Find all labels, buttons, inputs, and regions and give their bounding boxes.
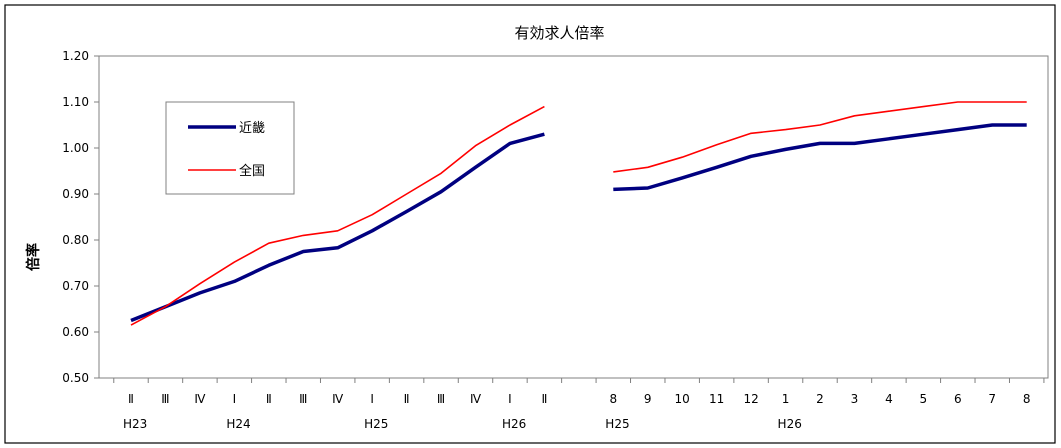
legend-box [165, 101, 295, 195]
legend-label: 全国 [239, 163, 265, 179]
x-tick-label: 8 [609, 392, 617, 406]
x-tick-label: 5 [920, 392, 928, 406]
x-tick-label: Ⅳ [332, 392, 343, 406]
x-year-label: H25 [605, 417, 629, 431]
x-tick-label: 12 [743, 392, 758, 406]
y-tick-label: 0.50 [62, 371, 89, 385]
x-tick-label: 3 [851, 392, 859, 406]
x-tick-label: 8 [1023, 392, 1031, 406]
y-tick-label: 0.80 [62, 233, 89, 247]
chart-frame [4, 4, 1056, 444]
y-tick-label: 1.20 [62, 49, 89, 63]
series-line-zenkoku [130, 105, 545, 326]
x-tick-label: Ⅰ [370, 392, 374, 406]
y-tick-label: 1.00 [62, 141, 89, 155]
x-year-label: H23 [123, 417, 147, 431]
x-tick-label: Ⅰ [233, 392, 237, 406]
series-line-kinki [130, 132, 545, 323]
x-tick-label: 4 [885, 392, 893, 406]
x-tick-label: Ⅱ [266, 392, 272, 406]
x-tick-label: 7 [988, 392, 996, 406]
x-tick-label: 2 [816, 392, 824, 406]
plot-area [98, 55, 1049, 379]
y-tick-label: 0.90 [62, 187, 89, 201]
series-line-kinki [613, 123, 1027, 192]
y-tick-label: 1.10 [62, 95, 89, 109]
x-tick-label: Ⅱ [128, 392, 134, 406]
x-tick-label: Ⅳ [470, 392, 481, 406]
y-tick-label: 0.60 [62, 325, 89, 339]
x-tick-label: Ⅰ [508, 392, 512, 406]
x-tick-label: Ⅱ [404, 392, 410, 406]
series-line-zenkoku [613, 101, 1027, 173]
y-tick-label: 0.70 [62, 279, 89, 293]
x-tick-label: Ⅲ [161, 392, 169, 406]
x-year-label: H24 [226, 417, 250, 431]
x-tick-label: Ⅲ [437, 392, 445, 406]
chart-title: 有効求人倍率 [514, 24, 604, 42]
x-tick-label: Ⅱ [541, 392, 547, 406]
x-tick-label: 1 [782, 392, 790, 406]
x-year-label: H26 [502, 417, 526, 431]
x-year-label: H25 [364, 417, 388, 431]
y-axis-label: 倍率 [25, 243, 42, 271]
x-tick-label: Ⅳ [194, 392, 205, 406]
x-tick-label: 11 [709, 392, 724, 406]
x-year-label: H26 [778, 417, 802, 431]
x-tick-label: Ⅲ [299, 392, 307, 406]
x-tick-label: 10 [675, 392, 690, 406]
x-tick-label: 6 [954, 392, 962, 406]
legend-label: 近畿 [239, 121, 265, 136]
x-tick-label: 9 [644, 392, 652, 406]
